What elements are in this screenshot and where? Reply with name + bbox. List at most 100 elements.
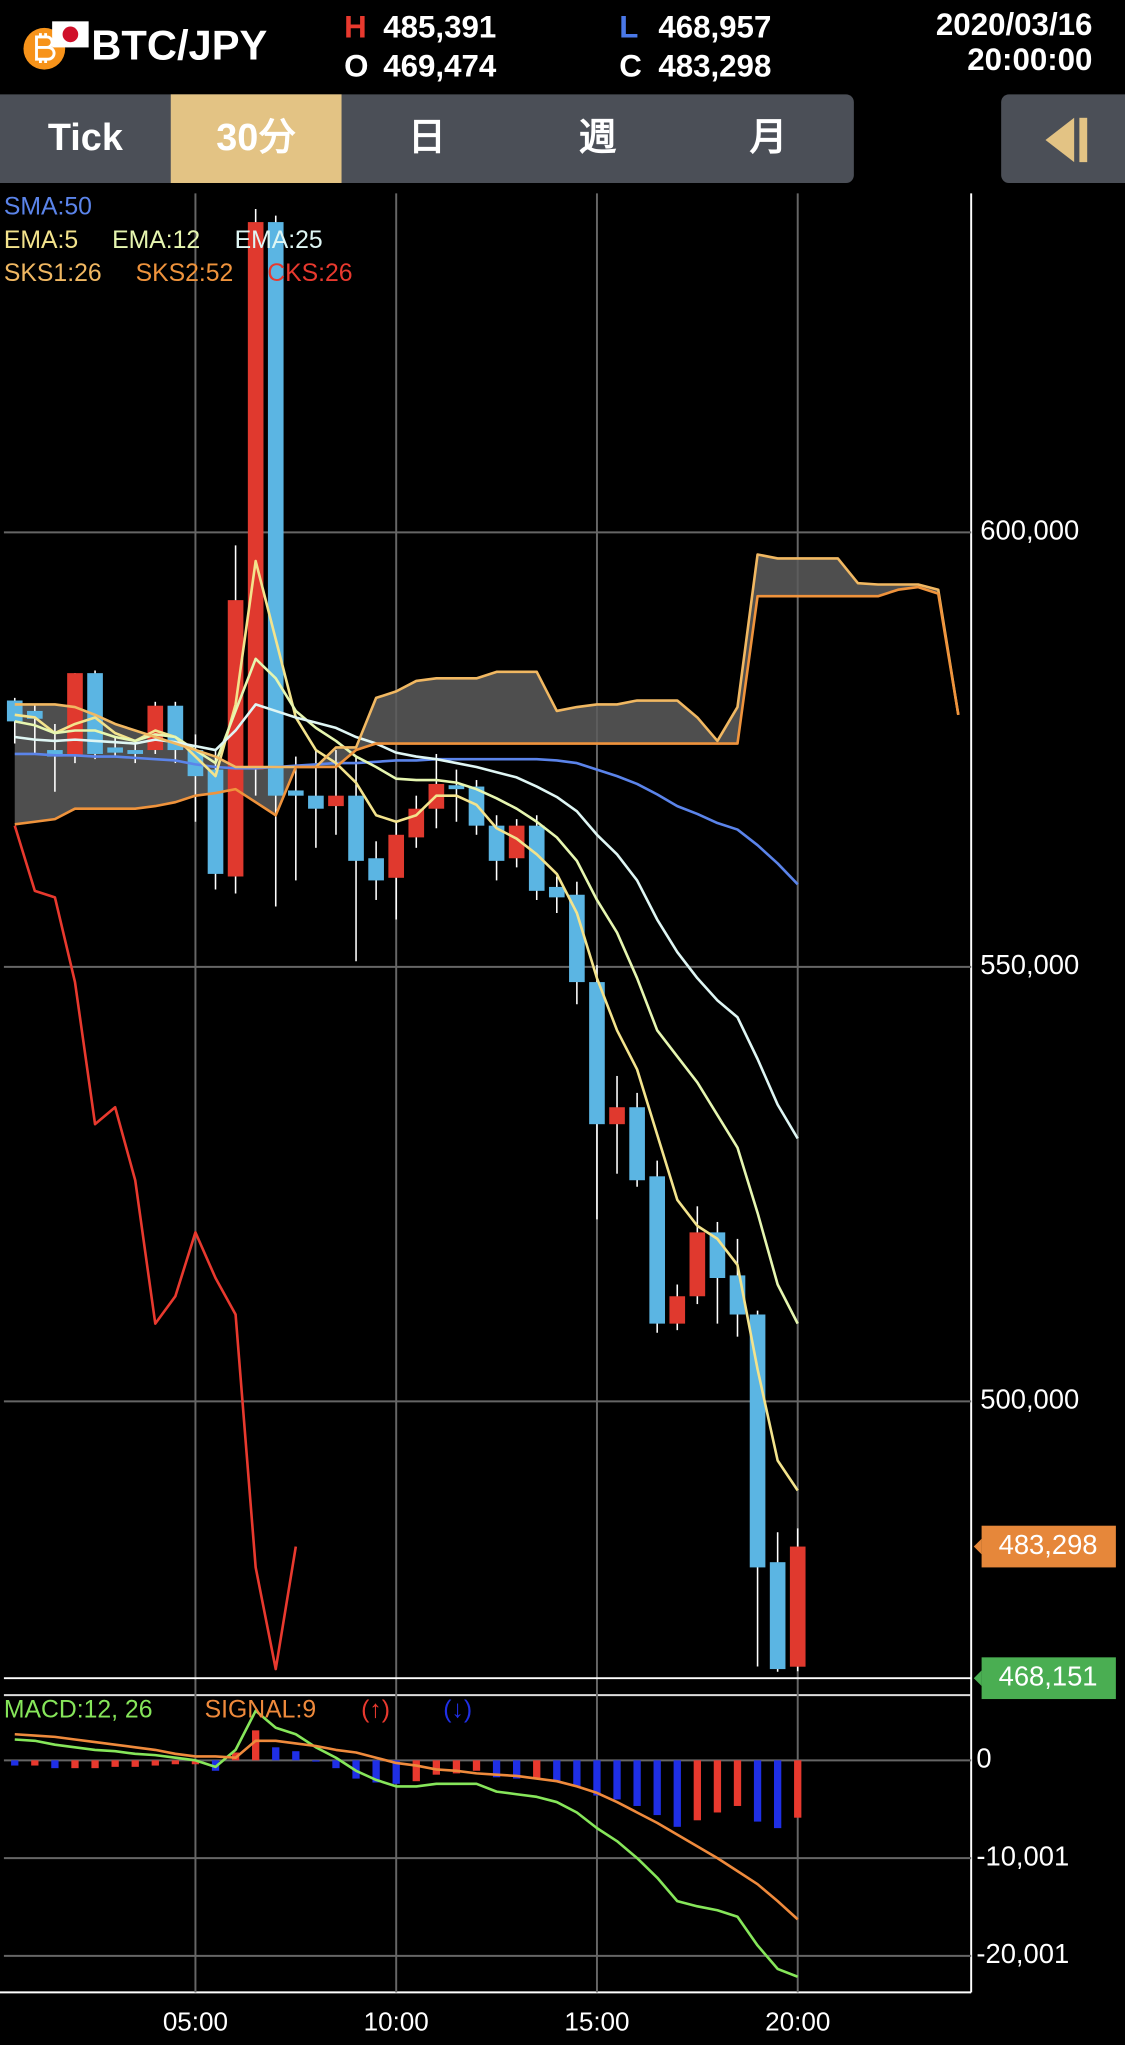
back-button[interactable] — [1001, 94, 1125, 183]
price-marker-arrow — [973, 1538, 982, 1555]
candle-body — [368, 858, 384, 881]
legend-entry: SMA:50 — [4, 193, 92, 220]
back-icon-bar[interactable] — [1079, 117, 1088, 163]
histogram-bar — [533, 1760, 541, 1779]
candle-body — [287, 790, 304, 796]
histogram-bar — [713, 1760, 722, 1813]
histogram-bar — [51, 1760, 59, 1769]
histogram-bar — [773, 1760, 782, 1829]
macd-line — [14, 1709, 799, 1978]
ichimoku-cloud — [14, 554, 959, 825]
candle-body — [328, 795, 344, 807]
candle-body — [127, 750, 144, 754]
histogram-bar — [111, 1760, 119, 1767]
legend-entry: (↓) — [443, 1696, 472, 1723]
histogram-bar — [794, 1760, 802, 1818]
indicator-line — [14, 559, 799, 1492]
price-marker-arrow — [973, 1670, 982, 1687]
candle-body — [147, 705, 164, 751]
y-tick-label: 500,000 — [980, 1384, 1079, 1415]
plot-area — [6, 209, 960, 1672]
candle-body — [749, 1314, 766, 1568]
tab[interactable]: Tick — [48, 117, 124, 159]
close-label: C — [619, 49, 642, 84]
bitcoin-glyph — [35, 33, 56, 64]
tab[interactable]: 月 — [750, 117, 788, 159]
candle-body — [47, 750, 63, 757]
price-marker — [981, 1525, 1116, 1568]
candle-body — [669, 1296, 686, 1324]
candle-body — [609, 1107, 625, 1125]
plot-area — [11, 1709, 802, 1978]
open-label: O — [344, 49, 368, 84]
candle-body — [388, 834, 405, 878]
histogram-bar — [693, 1760, 701, 1821]
candle-body — [207, 769, 224, 874]
candle-body — [408, 808, 425, 838]
legend-entry: EMA:12 — [112, 227, 200, 254]
candle-body — [348, 795, 364, 861]
back-icon[interactable] — [1045, 117, 1075, 163]
histogram-bar — [412, 1760, 420, 1782]
candle-body — [649, 1176, 666, 1324]
symbol: BTC/JPY — [91, 22, 267, 69]
y-tick-label: 550,000 — [980, 949, 1079, 980]
tab[interactable]: 週 — [579, 117, 617, 159]
histogram-bar — [653, 1760, 661, 1816]
histogram-bar — [151, 1760, 159, 1766]
histogram-bar — [171, 1760, 180, 1765]
histogram-bar — [633, 1760, 641, 1806]
histogram-bar — [432, 1760, 440, 1775]
candle-body — [528, 825, 545, 891]
indicator-line — [13, 825, 298, 1671]
legend-entry: EMA:5 — [4, 227, 78, 254]
x-tick-label: 05:00 — [163, 2007, 228, 2037]
low-label: L — [619, 9, 638, 44]
candle-body — [569, 894, 585, 983]
histogram-bar — [372, 1760, 380, 1783]
open-value: 469,474 — [383, 49, 497, 84]
candle-body — [247, 222, 264, 770]
tab-bar: Tick 30分 日 週 月 — [0, 94, 854, 183]
histogram-bar — [593, 1760, 601, 1796]
legend-entry: (↑) — [361, 1696, 390, 1723]
candle-body — [629, 1107, 645, 1181]
candle-body — [227, 600, 244, 877]
histogram-bar — [272, 1747, 280, 1761]
candle-body — [548, 886, 565, 898]
indicator-line — [14, 585, 960, 826]
legend-entry: SKS2:52 — [136, 260, 234, 287]
histogram-bar — [613, 1760, 621, 1800]
histogram-bar — [71, 1760, 79, 1769]
histogram-bar — [492, 1760, 501, 1778]
x-tick-label: 15:00 — [564, 2007, 629, 2037]
tab[interactable]: 30分 — [216, 117, 296, 159]
candle-body — [508, 825, 525, 859]
histogram-bar — [573, 1760, 581, 1787]
time: 20:00:00 — [967, 42, 1092, 77]
tab-selected-bg[interactable] — [170, 94, 342, 183]
histogram-bar — [553, 1760, 561, 1782]
histogram-bar — [11, 1760, 19, 1766]
histogram-bar — [513, 1760, 521, 1779]
histogram-bar — [452, 1760, 461, 1774]
high-label: H — [344, 9, 367, 44]
histogram-bar — [392, 1760, 400, 1784]
candle-body — [448, 785, 465, 790]
high-value: 485,391 — [383, 9, 496, 44]
low-value: 468,957 — [658, 9, 771, 44]
histogram-bar — [753, 1760, 762, 1822]
x-tick-label: 20:00 — [765, 2007, 830, 2037]
macd-line — [14, 1732, 799, 1921]
histogram-bar — [673, 1760, 681, 1827]
price-marker-label: 468,151 — [999, 1660, 1098, 1691]
legend-entry: SKS1:26 — [4, 260, 102, 287]
header: BTC/JPY H 485,391 O 469,474 L 468,957 C … — [23, 7, 1092, 84]
histogram-bar — [191, 1760, 200, 1765]
candle-body — [308, 795, 324, 809]
tab[interactable]: 日 — [408, 117, 446, 159]
candle-body — [67, 673, 83, 757]
grid — [0, 193, 973, 1994]
